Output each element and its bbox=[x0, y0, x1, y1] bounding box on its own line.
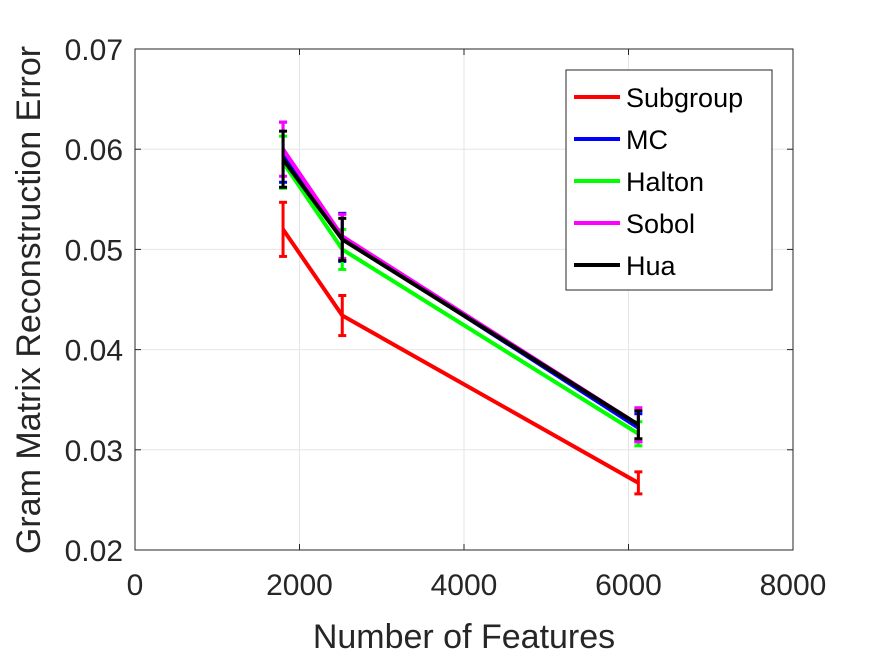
x-tick-label: 8000 bbox=[760, 569, 827, 602]
error-bar-hua bbox=[279, 129, 288, 189]
x-tick-label: 4000 bbox=[431, 569, 498, 602]
legend-label-mc: MC bbox=[626, 125, 668, 155]
y-tick-label: 0.03 bbox=[65, 435, 123, 468]
legend: Subgroup MC Halton Sobol Hua bbox=[565, 69, 773, 291]
series-hua bbox=[279, 129, 643, 441]
legend-item-hua: Hua bbox=[574, 251, 677, 281]
error-bar-hua bbox=[338, 216, 347, 262]
legend-item-sobol: Sobol bbox=[574, 209, 695, 239]
legend-box bbox=[565, 69, 773, 291]
series-subgroup bbox=[279, 200, 643, 496]
series-layer bbox=[279, 120, 643, 496]
y-tick-label: 0.06 bbox=[65, 134, 123, 167]
legend-label-halton: Halton bbox=[626, 167, 704, 197]
x-tick-label: 2000 bbox=[266, 569, 333, 602]
x-tick-label: 0 bbox=[127, 569, 144, 602]
legend-item-subgroup: Subgroup bbox=[574, 83, 743, 113]
y-tick-label: 0.07 bbox=[65, 34, 123, 67]
y-tick-label: 0.02 bbox=[65, 535, 123, 568]
legend-item-mc: MC bbox=[574, 125, 668, 155]
error-bar-hua bbox=[634, 409, 643, 441]
error-bar-subgroup bbox=[279, 200, 288, 258]
y-tick-label: 0.05 bbox=[65, 234, 123, 267]
y-axis-label: Gram Matrix Reconstruction Error bbox=[10, 46, 48, 554]
error-bar-subgroup bbox=[338, 293, 347, 338]
x-axis-label: Number of Features bbox=[313, 618, 615, 656]
legend-item-halton: Halton bbox=[574, 167, 704, 197]
y-tick-label: 0.04 bbox=[65, 335, 123, 368]
error-bar-subgroup bbox=[634, 470, 643, 496]
ticks: 0 2000 4000 6000 8000 0.02 0.03 0.04 0.05 0.06 0.0… bbox=[65, 34, 827, 602]
legend-label-subgroup: Subgroup bbox=[626, 83, 743, 113]
legend-label-sobol: Sobol bbox=[626, 209, 695, 239]
x-tick-label: 6000 bbox=[595, 569, 662, 602]
legend-label-hua: Hua bbox=[626, 251, 677, 281]
